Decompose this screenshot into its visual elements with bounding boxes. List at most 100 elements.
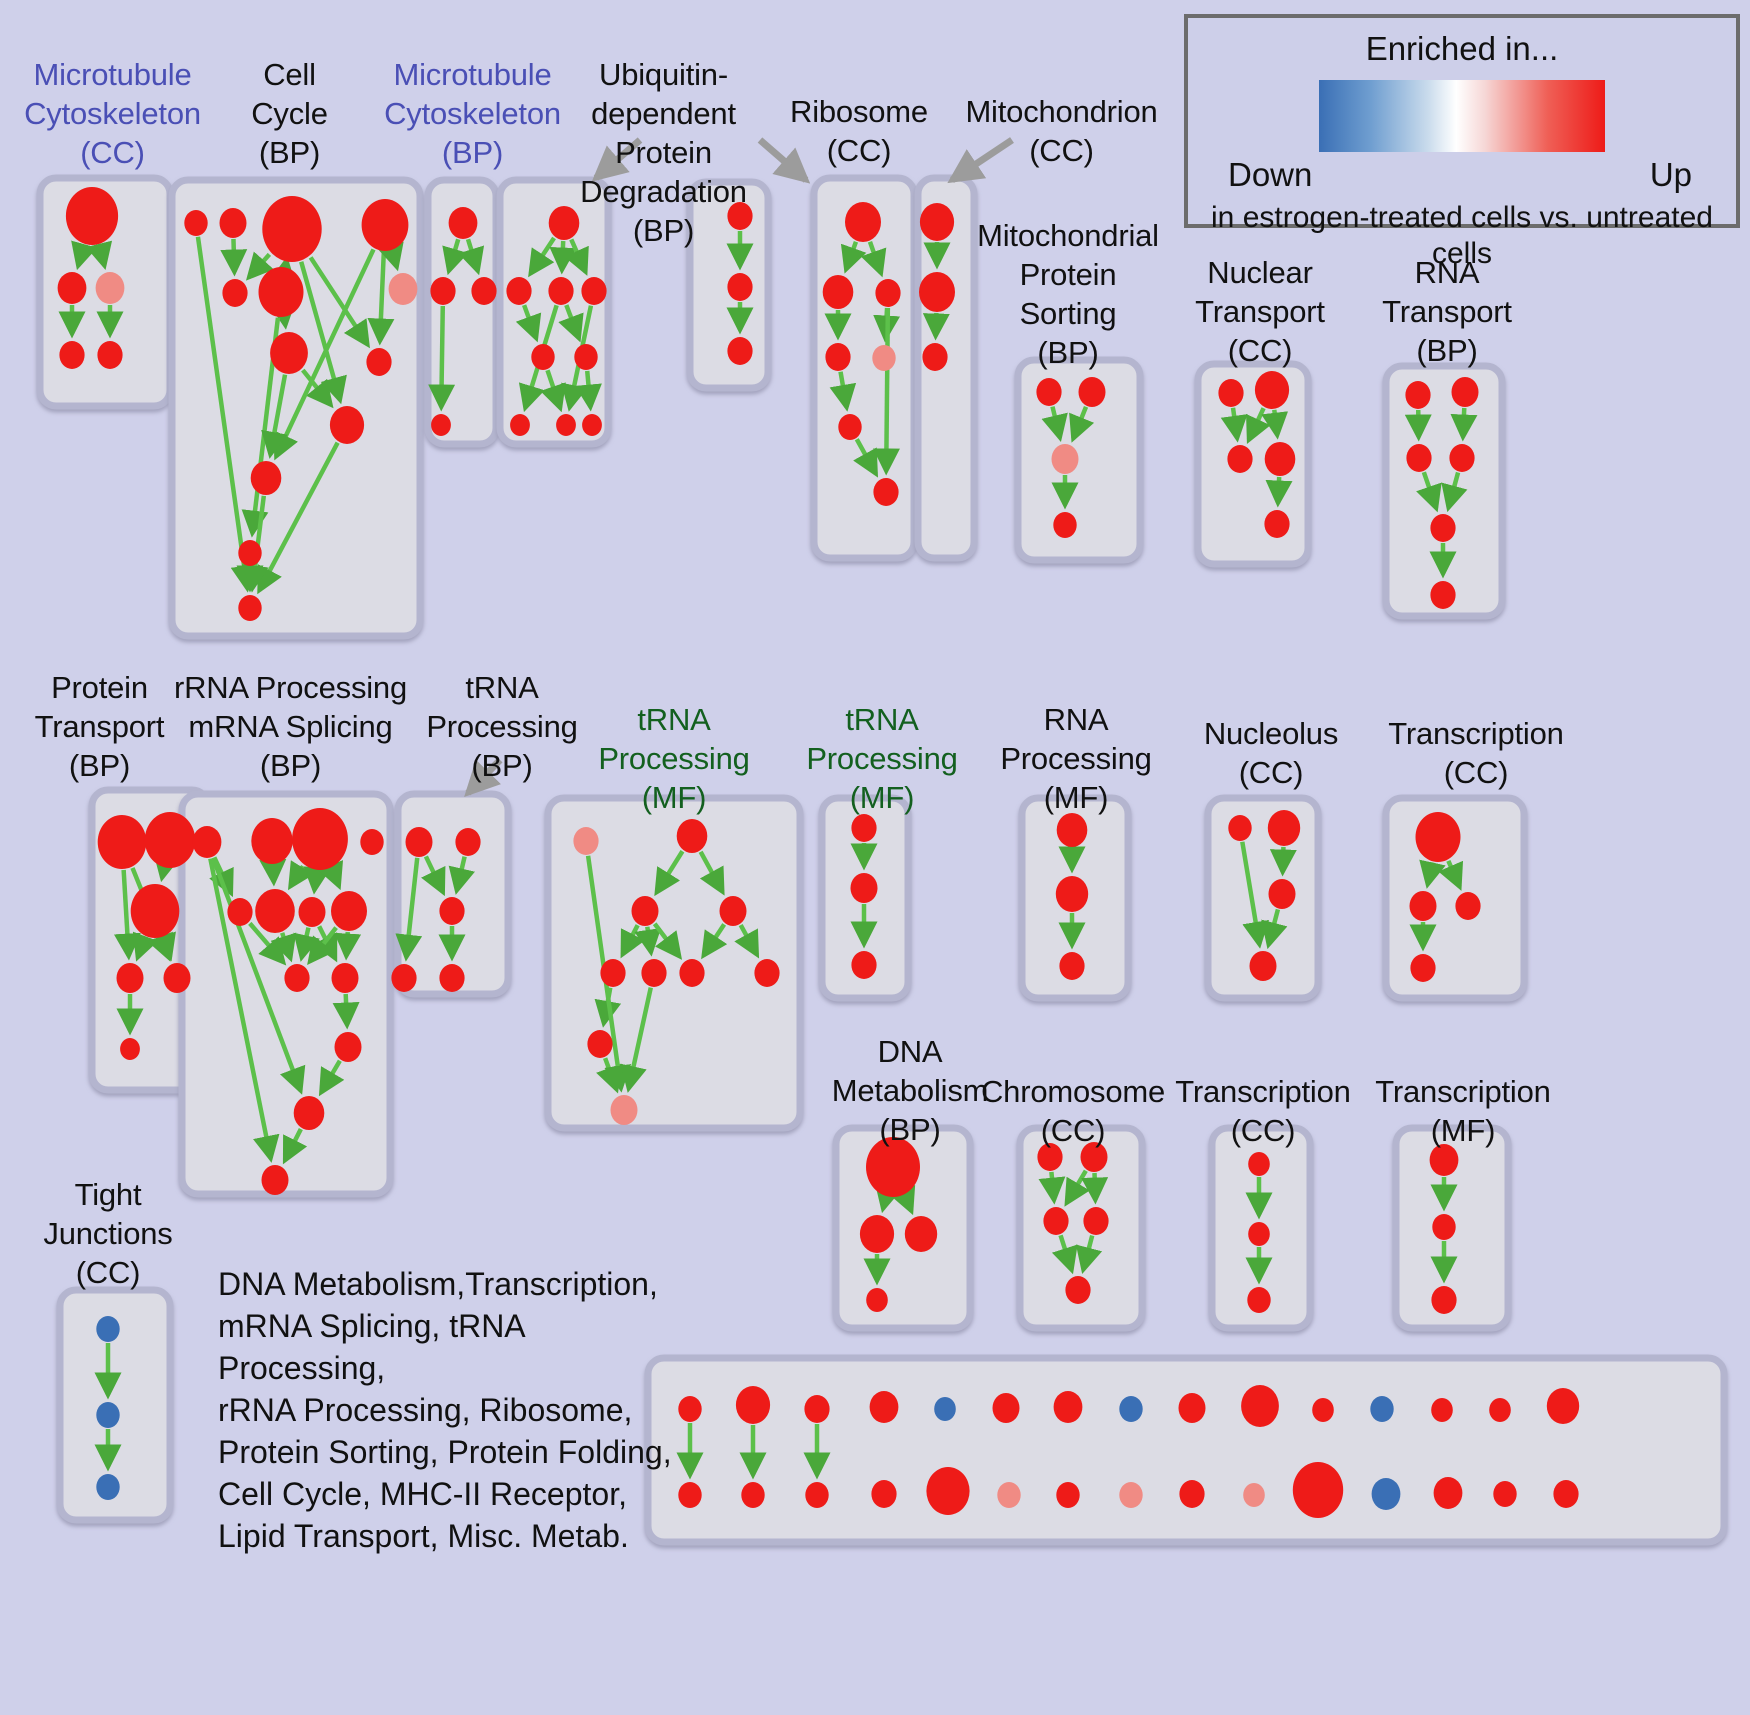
graph-edge xyxy=(299,261,347,405)
graph-edge xyxy=(1261,908,1288,950)
graph-node xyxy=(405,827,433,857)
legend-down-label: Down xyxy=(1228,156,1313,193)
graph-edge xyxy=(540,369,566,413)
graph-edge xyxy=(701,923,728,960)
graph-node xyxy=(222,279,248,307)
label-trna-processing-mf-1: tRNA Processing (MF) xyxy=(598,702,750,815)
graph-node xyxy=(581,277,607,305)
graph-node xyxy=(727,202,753,230)
graph-node xyxy=(448,207,478,239)
graph-node xyxy=(822,275,854,309)
label-microtubule-cytoskeleton-bp: Microtubule Cytoskeleton (BP) xyxy=(384,57,561,170)
graph-edge xyxy=(1038,1171,1066,1205)
graph-edge xyxy=(282,1128,308,1165)
graph-node xyxy=(1036,378,1062,406)
graph-edge xyxy=(261,374,288,459)
graph-edge xyxy=(220,238,248,277)
graph-node xyxy=(1083,1207,1109,1235)
graph-node xyxy=(57,272,87,304)
graph-node xyxy=(391,964,417,992)
graph-node xyxy=(1264,510,1290,538)
graph-edge xyxy=(153,852,180,883)
graph-node xyxy=(548,277,574,305)
graph-node xyxy=(866,1288,888,1312)
graph-node xyxy=(1410,954,1436,982)
graph-node xyxy=(919,272,955,312)
graph-edge xyxy=(113,869,141,961)
label-trna-processing-bp: tRNA Processing (BP) xyxy=(426,670,578,783)
label-rrna-processing-mrna-splicing-bp: rRNA Processing mRNA Splicing (BP) xyxy=(173,670,408,783)
graph-node xyxy=(1254,371,1290,409)
graph-edge xyxy=(875,1183,902,1214)
graph-edge xyxy=(442,238,469,276)
graph-node xyxy=(1433,1477,1463,1509)
legend-up-label: Up xyxy=(1649,156,1692,193)
graph-node xyxy=(430,277,456,305)
graph-node xyxy=(97,815,147,869)
graph-node xyxy=(934,1397,956,1421)
graph-node xyxy=(1370,1396,1394,1422)
graph-node xyxy=(727,273,753,301)
graph-edge xyxy=(1246,407,1271,445)
graph-node xyxy=(859,1215,895,1253)
graph-node xyxy=(754,959,780,987)
graph-node xyxy=(261,1165,289,1195)
graph-node xyxy=(1055,876,1089,912)
cluster-misc-summary xyxy=(644,1354,1728,1546)
graph-node xyxy=(676,819,708,853)
graph-node xyxy=(719,896,747,926)
graph-node xyxy=(631,896,659,926)
graph-node xyxy=(1489,1398,1511,1422)
graph-node xyxy=(1455,892,1481,920)
graph-node xyxy=(1227,445,1253,473)
graph-edge xyxy=(1441,471,1468,513)
graph-node xyxy=(1248,1222,1270,1246)
graph-node xyxy=(804,1395,830,1423)
graph-node xyxy=(904,1216,938,1252)
graph-node xyxy=(727,337,753,365)
graph-node xyxy=(1056,1482,1080,1508)
graph-edge xyxy=(71,240,98,271)
graph-node xyxy=(331,891,367,931)
graph-node xyxy=(1405,381,1431,409)
graph-node xyxy=(59,341,85,369)
graph-node xyxy=(431,414,451,436)
graph-node xyxy=(251,818,293,864)
graph-node xyxy=(1371,1478,1401,1510)
graph-node xyxy=(866,1137,920,1197)
graph-edge xyxy=(318,1059,345,1097)
legend-color-bar xyxy=(1319,80,1605,152)
legend-title: Enriched in... xyxy=(1365,30,1559,67)
label-chromosome-cc: Chromosome (CC) xyxy=(980,1074,1166,1148)
graph-node xyxy=(1078,377,1106,407)
label-nucleolus-cc: Nucleolus (CC) xyxy=(1203,716,1339,790)
graph-edge xyxy=(293,927,320,962)
graph-edge xyxy=(308,256,370,349)
graph-node xyxy=(227,898,253,926)
graph-node xyxy=(1053,1391,1083,1423)
graph-node xyxy=(1406,444,1432,472)
graph-node xyxy=(871,1480,897,1508)
graph-node xyxy=(192,826,222,858)
graph-node xyxy=(471,277,497,305)
graph-node xyxy=(329,406,365,444)
graph-node xyxy=(600,959,626,987)
graph-edge xyxy=(1075,1234,1103,1275)
graph-node xyxy=(1247,1287,1271,1313)
graph-edge xyxy=(634,926,662,957)
graph-node xyxy=(1043,1207,1069,1235)
graph-edge xyxy=(1438,859,1464,891)
graph-edge xyxy=(829,371,857,412)
graph-node xyxy=(582,414,602,436)
graph-node xyxy=(997,1482,1021,1508)
graph-node xyxy=(1546,1388,1580,1424)
label-tight-junctions-cc: Tight Junctions (CC) xyxy=(43,1177,173,1290)
graph-node xyxy=(120,1038,140,1060)
graph-node xyxy=(219,208,247,238)
label-microtubule-cytoskeleton-cc: Microtubule Cytoskeleton (CC) xyxy=(24,57,201,170)
graph-node xyxy=(1249,951,1277,981)
label-mitochondrion-cc: Mitochondrion (CC) xyxy=(965,94,1158,168)
graph-node xyxy=(1449,444,1475,472)
graph-edge xyxy=(270,932,297,963)
graph-node xyxy=(587,1030,613,1058)
